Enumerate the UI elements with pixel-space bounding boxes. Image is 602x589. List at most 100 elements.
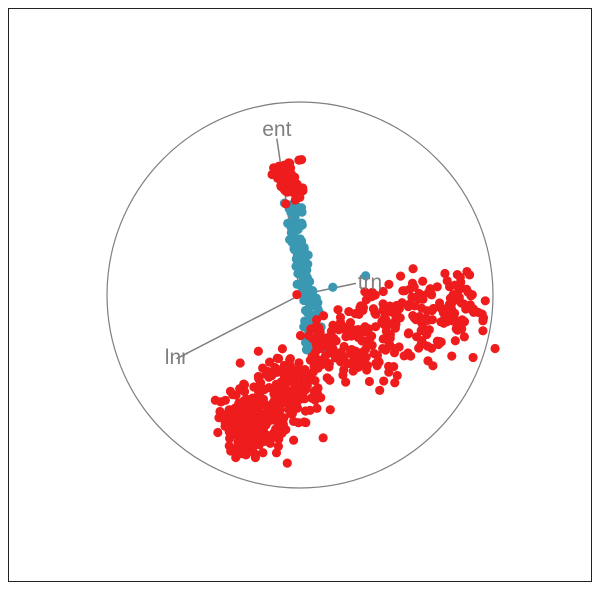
point-red-910 <box>226 446 236 456</box>
point-red-663 <box>253 346 263 356</box>
point-red-794 <box>254 374 264 384</box>
point-red-394 <box>390 378 400 388</box>
point-red-378 <box>379 376 389 386</box>
point-red-484 <box>324 348 334 358</box>
point-red-513 <box>354 352 364 362</box>
point-red-654 <box>216 397 226 407</box>
point-blue-147 <box>296 236 307 246</box>
point-red-773 <box>263 405 273 416</box>
point-red-220 <box>289 181 299 191</box>
point-red-499 <box>439 318 449 328</box>
point-red-467 <box>304 331 314 341</box>
point-red-727 <box>279 421 289 431</box>
point-red-414 <box>348 366 358 376</box>
point-red-516 <box>361 352 371 362</box>
point-red-216 <box>276 181 286 192</box>
point-red-488 <box>399 351 409 361</box>
point-red-215 <box>294 155 304 165</box>
point-red-785 <box>287 409 297 419</box>
point-red-493 <box>450 280 460 290</box>
point-red-453 <box>326 340 336 351</box>
point-red-480 <box>442 276 452 286</box>
axis-label-trn: trn <box>358 271 383 294</box>
point-red-912 <box>250 414 260 424</box>
point-red-915 <box>370 290 380 300</box>
point-red-434 <box>463 287 473 297</box>
point-red-667 <box>215 406 225 417</box>
point-red-795 <box>295 368 305 378</box>
point-red-300 <box>368 304 379 314</box>
point-blue-154 <box>303 259 313 269</box>
point-red-771 <box>273 441 284 451</box>
point-red-448 <box>307 352 317 362</box>
point-red-569 <box>325 405 335 415</box>
point-red-229 <box>447 351 457 361</box>
point-red-422 <box>384 279 394 289</box>
point-red-222 <box>282 187 292 197</box>
point-blue-152 <box>306 296 317 306</box>
point-red-609 <box>282 458 292 468</box>
point-blue-150 <box>328 282 338 292</box>
data-points <box>210 155 500 468</box>
point-red-430 <box>378 286 388 297</box>
point-red-353 <box>378 334 388 344</box>
point-red-893 <box>241 450 251 460</box>
point-red-791 <box>225 386 236 397</box>
point-blue-149 <box>292 251 302 261</box>
point-red-418 <box>407 292 417 302</box>
point-red-463 <box>417 290 427 300</box>
point-red-477 <box>385 333 395 343</box>
point-red-502 <box>419 316 430 326</box>
point-red-498 <box>318 311 329 321</box>
point-red-238 <box>462 266 472 277</box>
point-red-740 <box>258 448 268 458</box>
point-red-515 <box>364 337 375 347</box>
point-red-683 <box>274 434 284 444</box>
point-blue-78 <box>301 345 312 355</box>
point-red-313 <box>375 385 385 395</box>
point-red-289 <box>378 344 388 354</box>
point-red-307 <box>369 348 379 359</box>
point-red-401 <box>364 376 375 387</box>
axis-label-lnr: lnr <box>165 346 188 369</box>
point-red-790 <box>282 392 292 403</box>
point-blue-146 <box>290 213 300 223</box>
point-red-507 <box>371 358 381 368</box>
point-red-473 <box>338 370 348 380</box>
point-red-732 <box>279 413 289 423</box>
point-red-804 <box>262 366 272 376</box>
point-red-770 <box>291 401 302 411</box>
point-red-881 <box>233 442 243 452</box>
point-red-747 <box>309 386 319 396</box>
point-red-784 <box>289 435 299 445</box>
point-red-523 <box>311 338 321 348</box>
point-blue-96 <box>286 222 296 232</box>
point-red-505 <box>327 332 337 342</box>
point-red-419 <box>452 270 462 280</box>
point-red-656 <box>271 424 281 434</box>
point-red-918 <box>424 325 434 335</box>
point-red-489 <box>333 305 343 315</box>
point-red-384 <box>362 365 372 375</box>
point-red-798 <box>259 385 269 395</box>
point-red-772 <box>292 385 302 395</box>
point-red-482 <box>353 324 363 335</box>
point-red-508 <box>311 321 322 331</box>
point-red-219 <box>277 173 288 183</box>
point-red-904 <box>242 438 252 448</box>
point-red-514 <box>406 351 416 361</box>
point-red-911 <box>244 430 254 440</box>
point-red-250 <box>440 268 450 279</box>
point-red-917 <box>459 317 469 327</box>
point-red-637 <box>316 393 326 403</box>
point-red-470 <box>324 362 334 372</box>
point-red-274 <box>395 271 406 281</box>
point-red-459 <box>409 282 419 292</box>
point-red-906 <box>250 453 261 463</box>
point-red-471 <box>358 302 369 313</box>
point-red-475 <box>404 328 414 338</box>
point-red-398 <box>418 276 428 286</box>
axis-line-lnr <box>176 294 301 360</box>
point-red-492 <box>459 332 469 342</box>
